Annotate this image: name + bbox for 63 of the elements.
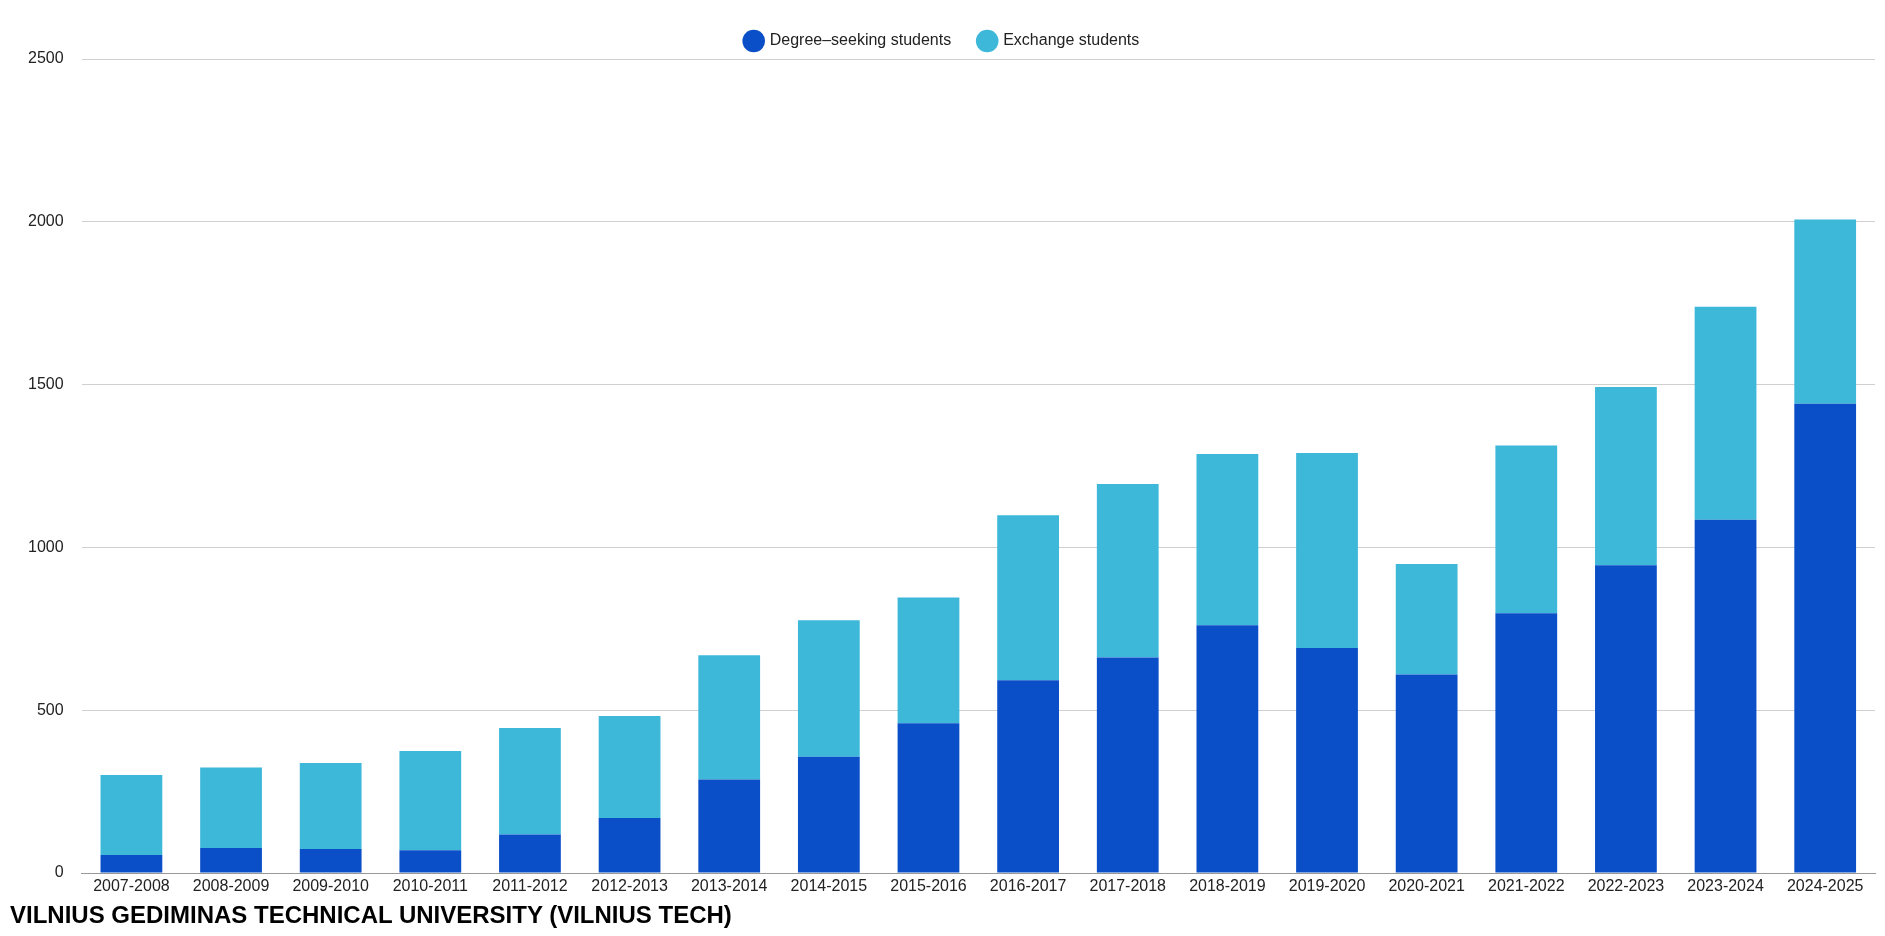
bar (698, 655, 761, 780)
x-tick-label: 2021-2022 (1488, 877, 1565, 895)
bar (1096, 657, 1159, 873)
bar (299, 848, 362, 873)
bar (698, 779, 761, 873)
bar (997, 680, 1059, 873)
bar (797, 620, 860, 757)
x-tick-label: 2013-2014 (690, 877, 768, 895)
bar (499, 728, 561, 835)
bar (1794, 403, 1857, 873)
bar (797, 756, 860, 873)
bar (1694, 306, 1757, 520)
x-tick-label: 2017-2018 (1089, 877, 1167, 895)
y-tick-label: 1000 (28, 537, 64, 555)
x-tick-label: 2022-2023 (1587, 877, 1665, 895)
bar (1595, 386, 1657, 566)
bar (897, 597, 960, 724)
bar (1096, 483, 1159, 658)
bar (897, 723, 960, 873)
text: VILNIUS GEDIMINAS TECHNICAL UNIVERSITY (VILNIUS TECH) (10, 901, 732, 929)
bar (200, 847, 262, 873)
bar (1296, 648, 1358, 873)
bar (100, 774, 163, 856)
bar (299, 762, 362, 849)
bar (1694, 519, 1757, 873)
legend-label: Exchange students (1003, 31, 1140, 49)
y-tick-label: 2000 (28, 212, 64, 230)
x-tick-label: 2015-2016 (890, 877, 967, 895)
bar (1595, 565, 1657, 873)
bar (997, 515, 1059, 681)
x-tick-label: 2024-2025 (1786, 877, 1864, 895)
bar (598, 716, 661, 818)
y-tick-label: 1500 (28, 375, 64, 393)
x-tick-label: 2008-2009 (192, 877, 270, 895)
bar (1794, 219, 1857, 404)
x-tick-label: 2020-2021 (1388, 877, 1466, 895)
x-tick-label: 2007-2008 (93, 877, 170, 895)
bar (1395, 564, 1458, 675)
y-tick-label: 2500 (28, 49, 64, 67)
bar (399, 750, 462, 851)
x-tick-label: 2016-2017 (989, 877, 1067, 895)
bar (598, 817, 661, 873)
x-tick-label: 2019-2020 (1288, 877, 1366, 895)
bar (1495, 445, 1558, 614)
x-tick-label: 2011-2012 (492, 877, 568, 895)
x-tick-label: 2010-2011 (392, 877, 469, 895)
y-tick-label: 500 (36, 700, 64, 718)
bar (1296, 452, 1358, 649)
bar (200, 767, 262, 848)
x-tick-label: 2012-2013 (591, 877, 668, 895)
bar (399, 850, 462, 873)
y-tick-label: 0 (54, 863, 64, 881)
bar (499, 834, 561, 873)
bar (1495, 613, 1558, 873)
x-tick-label: 2023-2024 (1687, 877, 1764, 895)
x-tick-label: 2009-2010 (292, 877, 370, 895)
x-tick-label: 2018-2019 (1189, 877, 1266, 895)
legend-label: Degree–seeking students (769, 31, 952, 49)
bar (100, 855, 163, 873)
bar (1395, 674, 1458, 873)
bar (1196, 453, 1259, 626)
x-tick-label: 2014-2015 (790, 877, 868, 895)
bar (1196, 625, 1259, 873)
